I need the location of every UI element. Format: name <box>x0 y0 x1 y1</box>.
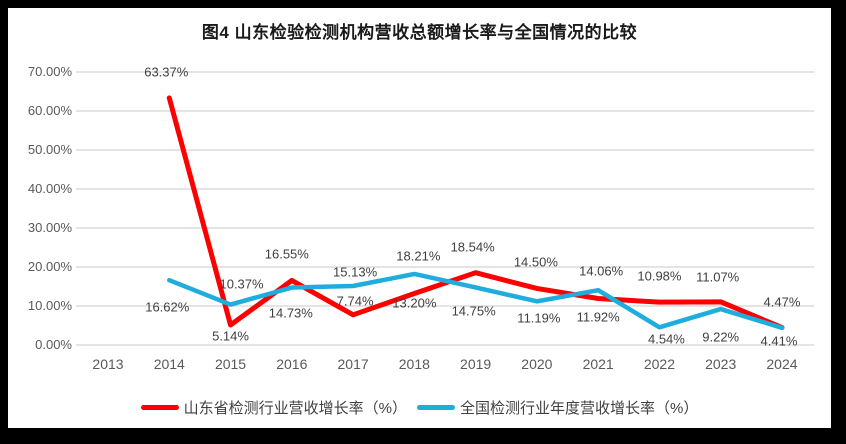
data-point-label: 14.06% <box>579 263 624 279</box>
data-point-label: 13.20% <box>392 295 437 311</box>
data-point-label: 16.55% <box>264 246 309 262</box>
data-point-label: 9.22% <box>702 329 740 345</box>
x-axis-tick-label: 2020 <box>521 356 553 372</box>
data-point-label: 15.13% <box>333 264 378 280</box>
data-point-label: 14.50% <box>513 254 558 270</box>
data-point-label: 4.41% <box>760 333 798 349</box>
x-axis-tick-label: 2019 <box>460 356 492 372</box>
x-axis-tick-label: 2015 <box>214 356 247 372</box>
data-point-label: 16.62% <box>145 299 190 315</box>
data-point-label: 11.07% <box>696 269 740 285</box>
legend-label-national: 全国检测行业年度营收增长率（%） <box>460 400 699 417</box>
data-point-label: 18.54% <box>450 239 495 255</box>
data-point-label: 63.37% <box>144 64 189 80</box>
x-axis-tick-label: 2021 <box>582 356 614 372</box>
x-axis-tick-label: 2017 <box>337 356 369 372</box>
y-axis-tick-label: 70.00% <box>27 64 72 80</box>
legend-label-shandong: 山东省检测行业营收增长率（%） <box>183 400 407 417</box>
y-axis-tick-label: 30.00% <box>27 220 72 236</box>
y-axis-tick-label: 20.00% <box>27 259 72 275</box>
data-point-label: 5.14% <box>212 328 249 344</box>
data-point-label: 11.19% <box>517 310 561 326</box>
y-axis-tick-label: 50.00% <box>27 142 72 158</box>
x-axis-tick-label: 2013 <box>92 356 124 372</box>
y-axis-tick-label: 0.00% <box>35 337 72 353</box>
data-point-label: 10.37% <box>219 276 264 292</box>
data-point-label: 18.21% <box>396 248 441 264</box>
x-axis-tick-label: 2024 <box>766 356 798 372</box>
x-axis-tick-label: 2014 <box>153 356 185 372</box>
legend-item-national: 全国检测行业年度营收增长率（%） <box>417 397 698 418</box>
data-point-label: 7.74% <box>336 293 374 309</box>
chart-legend: 山东省检测行业营收增长率（%） 全国检测行业年度营收增长率（%） <box>8 397 831 418</box>
x-axis-tick-label: 2022 <box>643 356 675 372</box>
data-point-label: 10.98% <box>637 268 682 284</box>
y-axis-tick-label: 40.00% <box>27 181 72 197</box>
y-axis-tick-label: 60.00% <box>27 103 72 119</box>
chart-title: 图4 山东检验检测机构营收总额增长率与全国情况的比较 <box>201 23 638 42</box>
legend-marker-blue-line-icon <box>417 405 455 410</box>
data-point-label: 14.75% <box>451 303 496 319</box>
data-point-label: 11.92% <box>576 309 620 324</box>
x-axis-tick-label: 2018 <box>398 356 430 372</box>
data-point-label: 4.54% <box>647 331 685 347</box>
data-point-label: 14.73% <box>268 305 313 321</box>
x-axis-tick-label: 2023 <box>705 356 737 372</box>
legend-item-shandong: 山东省检测行业营收增长率（%） <box>140 397 407 418</box>
x-axis-tick-label: 2016 <box>276 356 308 372</box>
y-axis-tick-label: 10.00% <box>27 298 72 314</box>
data-point-label: 4.47% <box>763 294 801 310</box>
legend-marker-red-line-icon <box>140 405 179 410</box>
